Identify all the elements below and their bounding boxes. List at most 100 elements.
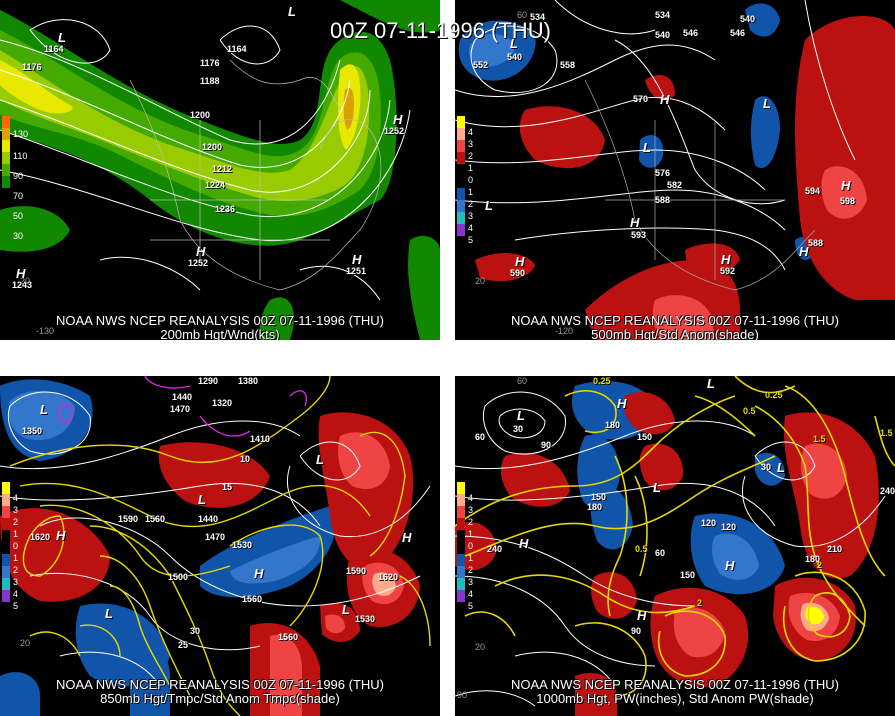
contour-label: 1252 — [188, 258, 209, 268]
legend-tick: 70 — [13, 191, 24, 201]
blue-anom-central-core — [712, 533, 759, 580]
legend-tick: 4 — [468, 589, 474, 599]
red-anom-west — [519, 106, 605, 169]
legend-tick: 3 — [468, 505, 474, 515]
contour-label: 558 — [560, 60, 576, 70]
contour-label: 1176 — [22, 62, 42, 72]
contour-label: 210 — [827, 544, 843, 554]
contour-label: 590 — [510, 268, 526, 278]
contour-label: 1380 — [238, 376, 259, 386]
blue-anom-s — [130, 642, 170, 716]
low-marker: L — [517, 408, 525, 423]
high-marker: H — [196, 244, 206, 259]
contour-label: 1251 — [346, 266, 367, 276]
red-anom-far-s — [575, 672, 617, 716]
red-anom-ne — [645, 75, 675, 100]
green-topright — [340, 0, 440, 33]
contour-label: 1500 — [168, 572, 189, 582]
legend-tick: 4 — [13, 589, 19, 599]
contours-1000mb — [455, 391, 886, 707]
contour-label: 540 — [740, 14, 756, 24]
red-anom-mid — [158, 442, 270, 508]
red-anom-east-core — [800, 443, 847, 499]
contour-label: 15 — [222, 482, 233, 492]
legend-tick: 1 — [468, 163, 474, 173]
legend-tick: 90 — [13, 171, 24, 181]
legend-tick: 1 — [468, 187, 474, 197]
high-marker: H — [660, 92, 670, 107]
contour-label: 1470 — [205, 532, 226, 542]
caption-850mb: NOAA NWS NCEP REANALYSIS 00Z 07-11-1996 … — [0, 678, 440, 706]
blue-anom-e — [750, 96, 780, 169]
low-marker: L — [653, 480, 661, 495]
high-marker: H — [16, 266, 26, 281]
legend-tick: 3 — [468, 577, 474, 587]
contour-label: 552 — [473, 60, 489, 70]
pw-label: 0.25 — [593, 376, 611, 386]
contours-200mb — [0, 19, 411, 301]
legend-200mb: 130 110 90 70 50 30 — [2, 116, 28, 241]
high-marker: H — [402, 530, 412, 545]
blue-anom-w — [590, 485, 633, 550]
legend-tick: 1 — [468, 529, 474, 539]
low-marker: L — [198, 492, 206, 507]
blue-anom-nw-core — [8, 390, 76, 441]
legend-tick: 4 — [13, 493, 19, 503]
map-500mb — [455, 0, 895, 340]
pw-label: 0.25 — [765, 390, 783, 400]
high-marker: H — [515, 254, 525, 269]
contour-label: 30 — [190, 626, 201, 636]
legend-tick: 2 — [13, 517, 19, 527]
contour-label: 1620 — [378, 572, 399, 582]
red-anom-south-core — [652, 295, 713, 340]
panel-500mb: 4 3 2 1 0 1 2 3 4 5 534 540 546 552 540 … — [455, 0, 895, 340]
map-1000mb — [455, 376, 895, 716]
low-marker: L — [763, 96, 771, 111]
contour-label: 1252 — [384, 126, 405, 136]
contour-label: 1590 — [118, 514, 139, 524]
contour-label: 120 — [721, 522, 737, 532]
caption-line1: NOAA NWS NCEP REANALYSIS 00Z 07-11-1996 … — [56, 313, 384, 328]
legend-tick: 3 — [468, 211, 474, 221]
contours-850mb — [0, 391, 431, 687]
green-patch-south — [0, 206, 70, 252]
axis-label: 20 — [20, 276, 31, 286]
green-patch-sw — [259, 297, 294, 340]
contour-label: 593 — [631, 230, 647, 240]
contour-label: 1236 — [215, 204, 236, 214]
legend-tick: 3 — [468, 139, 474, 149]
contour-label: 594 — [805, 186, 821, 196]
contour-label: 1243 — [12, 280, 33, 290]
contour-label: 540 — [507, 52, 523, 62]
contour-label: 1290 — [198, 376, 219, 386]
low-marker: L — [58, 30, 66, 45]
high-marker: H — [617, 396, 627, 411]
contour-label: 1200 — [202, 142, 223, 152]
high-marker: H — [352, 252, 362, 267]
legend-tick: 5 — [13, 601, 19, 611]
coastlines-200mb — [129, 59, 382, 291]
red-anom-east-core — [338, 432, 390, 490]
contour-label: 1590 — [346, 566, 367, 576]
red-anom-east — [795, 16, 895, 301]
legend-tick: 1 — [13, 553, 19, 563]
red-anom-se-hot — [372, 572, 396, 596]
legend-tick: 4 — [468, 223, 474, 233]
axis-label: 90 — [457, 690, 468, 700]
contour-label: 180 — [587, 502, 603, 512]
magenta-contours — [58, 376, 307, 437]
high-marker: H — [393, 112, 403, 127]
red-anom-s — [591, 572, 637, 619]
low-marker: L — [777, 460, 785, 475]
legend-tick: 2 — [468, 517, 474, 527]
contour-label: 592 — [720, 266, 736, 276]
contour-label: 240 — [880, 486, 895, 496]
red-anom-mid — [639, 443, 684, 491]
low-marker: L — [707, 376, 715, 391]
red-anom-east-core — [821, 166, 867, 219]
legend-tick: 2 — [13, 565, 19, 575]
legend-tick: 1 — [13, 529, 19, 539]
contour-label: 30 — [513, 424, 524, 434]
legend-tick: 0 — [13, 541, 19, 551]
